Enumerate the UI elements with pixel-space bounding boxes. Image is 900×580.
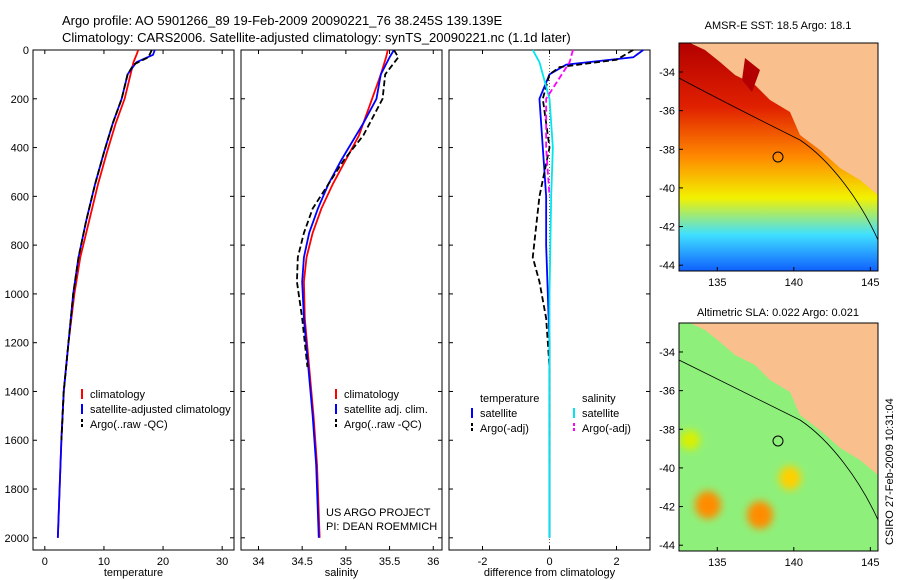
map-x-tick-label: 135	[708, 557, 726, 569]
x-axis-label: temperature	[104, 567, 163, 579]
side-timestamp-label: CSIRO 27-Feb-2009 10:31:04	[884, 398, 896, 545]
legend-entry: Argo(-adj)	[582, 423, 631, 435]
map-y-tick-label: -40	[659, 183, 675, 195]
legend-group-title: salinity	[582, 393, 616, 405]
series-line-sat	[301, 49, 395, 538]
axes-frame	[32, 49, 235, 551]
y-tick-label: 1800	[5, 484, 29, 496]
map-y-tick-label: -42	[659, 502, 675, 514]
y-tick-label: 600	[11, 191, 29, 203]
salinity-panel: 34 34.5 35 35.5 36 salinity climatology satelli…	[240, 49, 443, 579]
series-line-argo	[531, 49, 634, 465]
y-tick-label: 1600	[5, 435, 29, 447]
x-tick-label: 36	[427, 556, 439, 568]
sla-map-ticks: 135 140 145 -34 -36 -38 -40 -42 -44	[659, 347, 879, 569]
sst-map-title: AMSR-E SST: 18.5 Argo: 18.1	[705, 20, 852, 32]
sla-map	[679, 323, 878, 551]
series-line-clim	[56, 49, 140, 538]
map-x-tick-label: 140	[785, 277, 803, 289]
isobath-line	[679, 77, 878, 241]
map-y-tick-label: -42	[659, 222, 675, 234]
y-tick-label: 0	[23, 45, 29, 57]
map-y-tick-label: -36	[659, 386, 675, 398]
sst-map-frame	[678, 42, 879, 272]
x-tick-label: 10	[98, 556, 110, 568]
x-tick-label: 34	[252, 556, 264, 568]
map-y-tick-label: -38	[659, 144, 675, 156]
series-line-sat	[538, 49, 644, 538]
map-y-tick-label: -36	[659, 106, 675, 118]
legend-entry: satellite-adjusted climatology	[90, 404, 231, 416]
map-y-tick-label: -34	[659, 347, 675, 359]
axes-frame	[240, 49, 443, 551]
x-axis-label: salinity	[325, 567, 359, 579]
legend-entry: satellite adj. clim.	[344, 404, 428, 416]
x-tick-label: 35.5	[379, 556, 400, 568]
land-australia-2	[679, 323, 878, 475]
land-australia	[679, 43, 878, 195]
map-y-tick-label: -44	[659, 540, 675, 552]
series-line-argo_adj_sal	[545, 49, 574, 197]
project-note-line-1: US ARGO PROJECT	[326, 507, 431, 519]
x-tick-label: 34.5	[291, 556, 312, 568]
map-x-tick-label: 145	[861, 557, 879, 569]
legend-entry: climatology	[344, 389, 400, 401]
argo-position-marker-2	[772, 435, 784, 447]
sla-anomaly-blobs	[680, 430, 801, 529]
project-note-line-2: PI: DEAN ROEMMICH	[326, 521, 437, 533]
legend-entry: Argo(..raw -QC)	[90, 419, 168, 431]
y-tick-label: 400	[11, 143, 29, 155]
y-tick-label: 2000	[5, 533, 29, 545]
x-tick-label: 20	[157, 556, 169, 568]
sla-map-frame	[678, 322, 879, 552]
map-y-tick-label: -38	[659, 424, 675, 436]
y-tick-label: 800	[11, 240, 29, 252]
figure-title-line-1: Argo profile: AO 5901266_89 19-Feb-2009 …	[62, 13, 503, 28]
legend-entry: satellite	[582, 408, 619, 420]
series-line-sat_diff	[531, 49, 554, 538]
map-y-tick-label: -40	[659, 463, 675, 475]
map-y-tick-label: -34	[659, 67, 675, 79]
y-tick-label: 200	[11, 94, 29, 106]
x-tick-label: 30	[216, 556, 228, 568]
argo-position-marker	[772, 151, 784, 163]
figure-title-line-2: Climatology: CARS2006. Satellite-adjuste…	[62, 30, 571, 45]
gulf-water	[742, 58, 760, 92]
sst-map	[679, 43, 878, 271]
sla-map-title: Altimetric SLA: 0.022 Argo: 0.021	[697, 307, 859, 319]
legend-entry: Argo(-adj)	[480, 423, 529, 435]
temperature-panel: 0 10 20 30 0 200 400 600 800 1000 1200 1400 1600 1800…	[5, 45, 235, 579]
legend-entry: Argo(..raw -QC)	[344, 419, 422, 431]
legend-group-title: temperature	[480, 393, 539, 405]
y-tick-label: 1200	[5, 338, 29, 350]
x-tick-label: 35	[340, 556, 352, 568]
x-tick-label: 2	[613, 556, 619, 568]
y-tick-label: 1400	[5, 386, 29, 398]
x-tick-label: -2	[478, 556, 488, 568]
x-tick-label: 0	[546, 556, 552, 568]
map-y-tick-label: -44	[659, 260, 675, 272]
y-tick-label: 1000	[5, 289, 29, 301]
map-x-tick-label: 145	[861, 277, 879, 289]
isobath-line-2	[679, 359, 878, 521]
map-x-tick-label: 140	[785, 557, 803, 569]
series-line-argo	[296, 49, 400, 368]
series-line-argo	[60, 49, 153, 441]
legend-entry: climatology	[90, 389, 146, 401]
legend-entry: satellite	[480, 408, 517, 420]
map-x-tick-label: 135	[708, 277, 726, 289]
x-axis-label: difference from climatology	[484, 567, 616, 579]
sst-map-ticks: 135 140 145 -34 -36 -38 -40 -42 -44	[659, 67, 879, 289]
x-tick-label: 0	[42, 556, 48, 568]
